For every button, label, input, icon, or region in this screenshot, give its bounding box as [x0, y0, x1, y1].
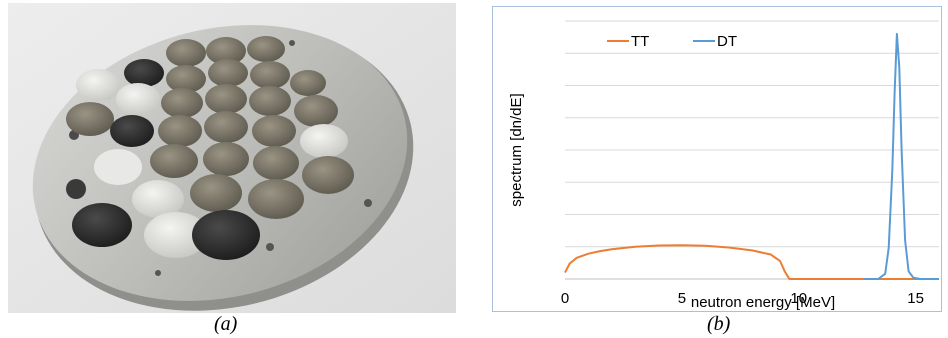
spectrum-chart-panel: 0 5 10 15 neutron energy [MeV] spectrum [dn…: [492, 6, 942, 312]
sample-holder-photo: [8, 3, 456, 313]
chart-legend: TT DT: [607, 33, 737, 50]
series-line-tt: [564, 244, 939, 280]
legend-label-tt: TT: [631, 33, 649, 50]
x-tick-label: 5: [678, 290, 686, 307]
chart-gridlines: [565, 20, 939, 248]
panel-b-caption: (b): [707, 313, 731, 335]
spectrum-chart: 0 5 10 15 neutron energy [MeV] spectrum [dn…: [508, 20, 939, 311]
panel-a-caption: (a): [214, 313, 238, 335]
x-tick-label: 10: [790, 290, 807, 307]
series-line-dt: [864, 32, 939, 280]
legend-label-dt: DT: [717, 33, 737, 50]
x-tick-label: 15: [907, 290, 924, 307]
sample-holder-illustration: [8, 3, 456, 313]
chart-series: [564, 32, 939, 280]
x-axis-label: neutron energy [MeV]: [691, 294, 835, 311]
x-tick-labels: 0 5 10 15: [561, 290, 924, 307]
y-axis-label: spectrum [dn/dE]: [508, 93, 525, 206]
x-tick-label: 0: [561, 290, 569, 307]
